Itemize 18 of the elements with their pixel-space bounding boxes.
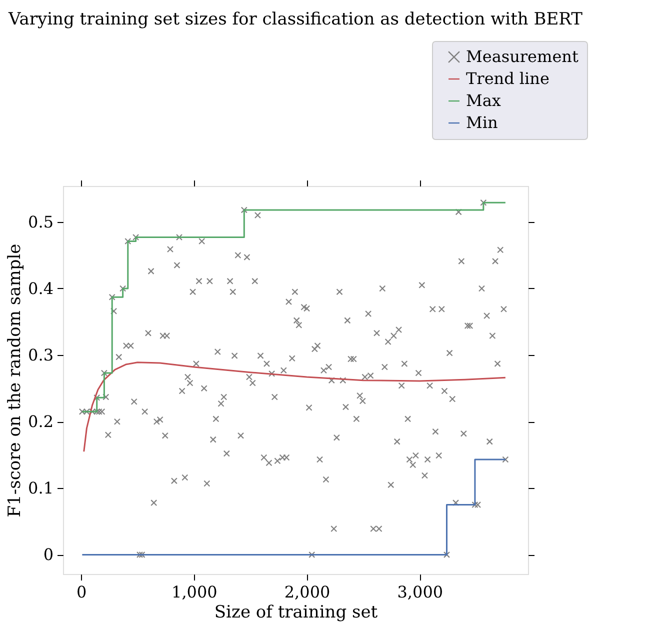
legend-label: Max: [466, 91, 501, 110]
x-tick-label: 1,000: [172, 582, 218, 602]
y-tick-label: 0: [43, 545, 54, 564]
x-tick-label: 3,000: [397, 582, 444, 602]
y-axis-title: F1-score on the random sample: [5, 244, 26, 518]
y-tick-label: 0.5: [28, 212, 54, 232]
legend-label: Measurement: [466, 47, 579, 66]
legend-label: Min: [466, 113, 498, 132]
y-tick-label: 0.1: [28, 478, 54, 498]
y-tick-label: 0.2: [28, 412, 54, 432]
x-axis-title: Size of training set: [214, 602, 378, 622]
x-tick-label: 0: [76, 582, 87, 602]
line-series: [83, 362, 506, 452]
y-tick-label: 0.3: [28, 346, 54, 365]
legend-label: Trend line: [466, 69, 550, 88]
y-tick-label: 0.4: [28, 278, 54, 298]
chart-title: Varying training set sizes for classification as detection with BERT: [7, 10, 584, 30]
x-tick-label: 2,000: [284, 582, 330, 602]
